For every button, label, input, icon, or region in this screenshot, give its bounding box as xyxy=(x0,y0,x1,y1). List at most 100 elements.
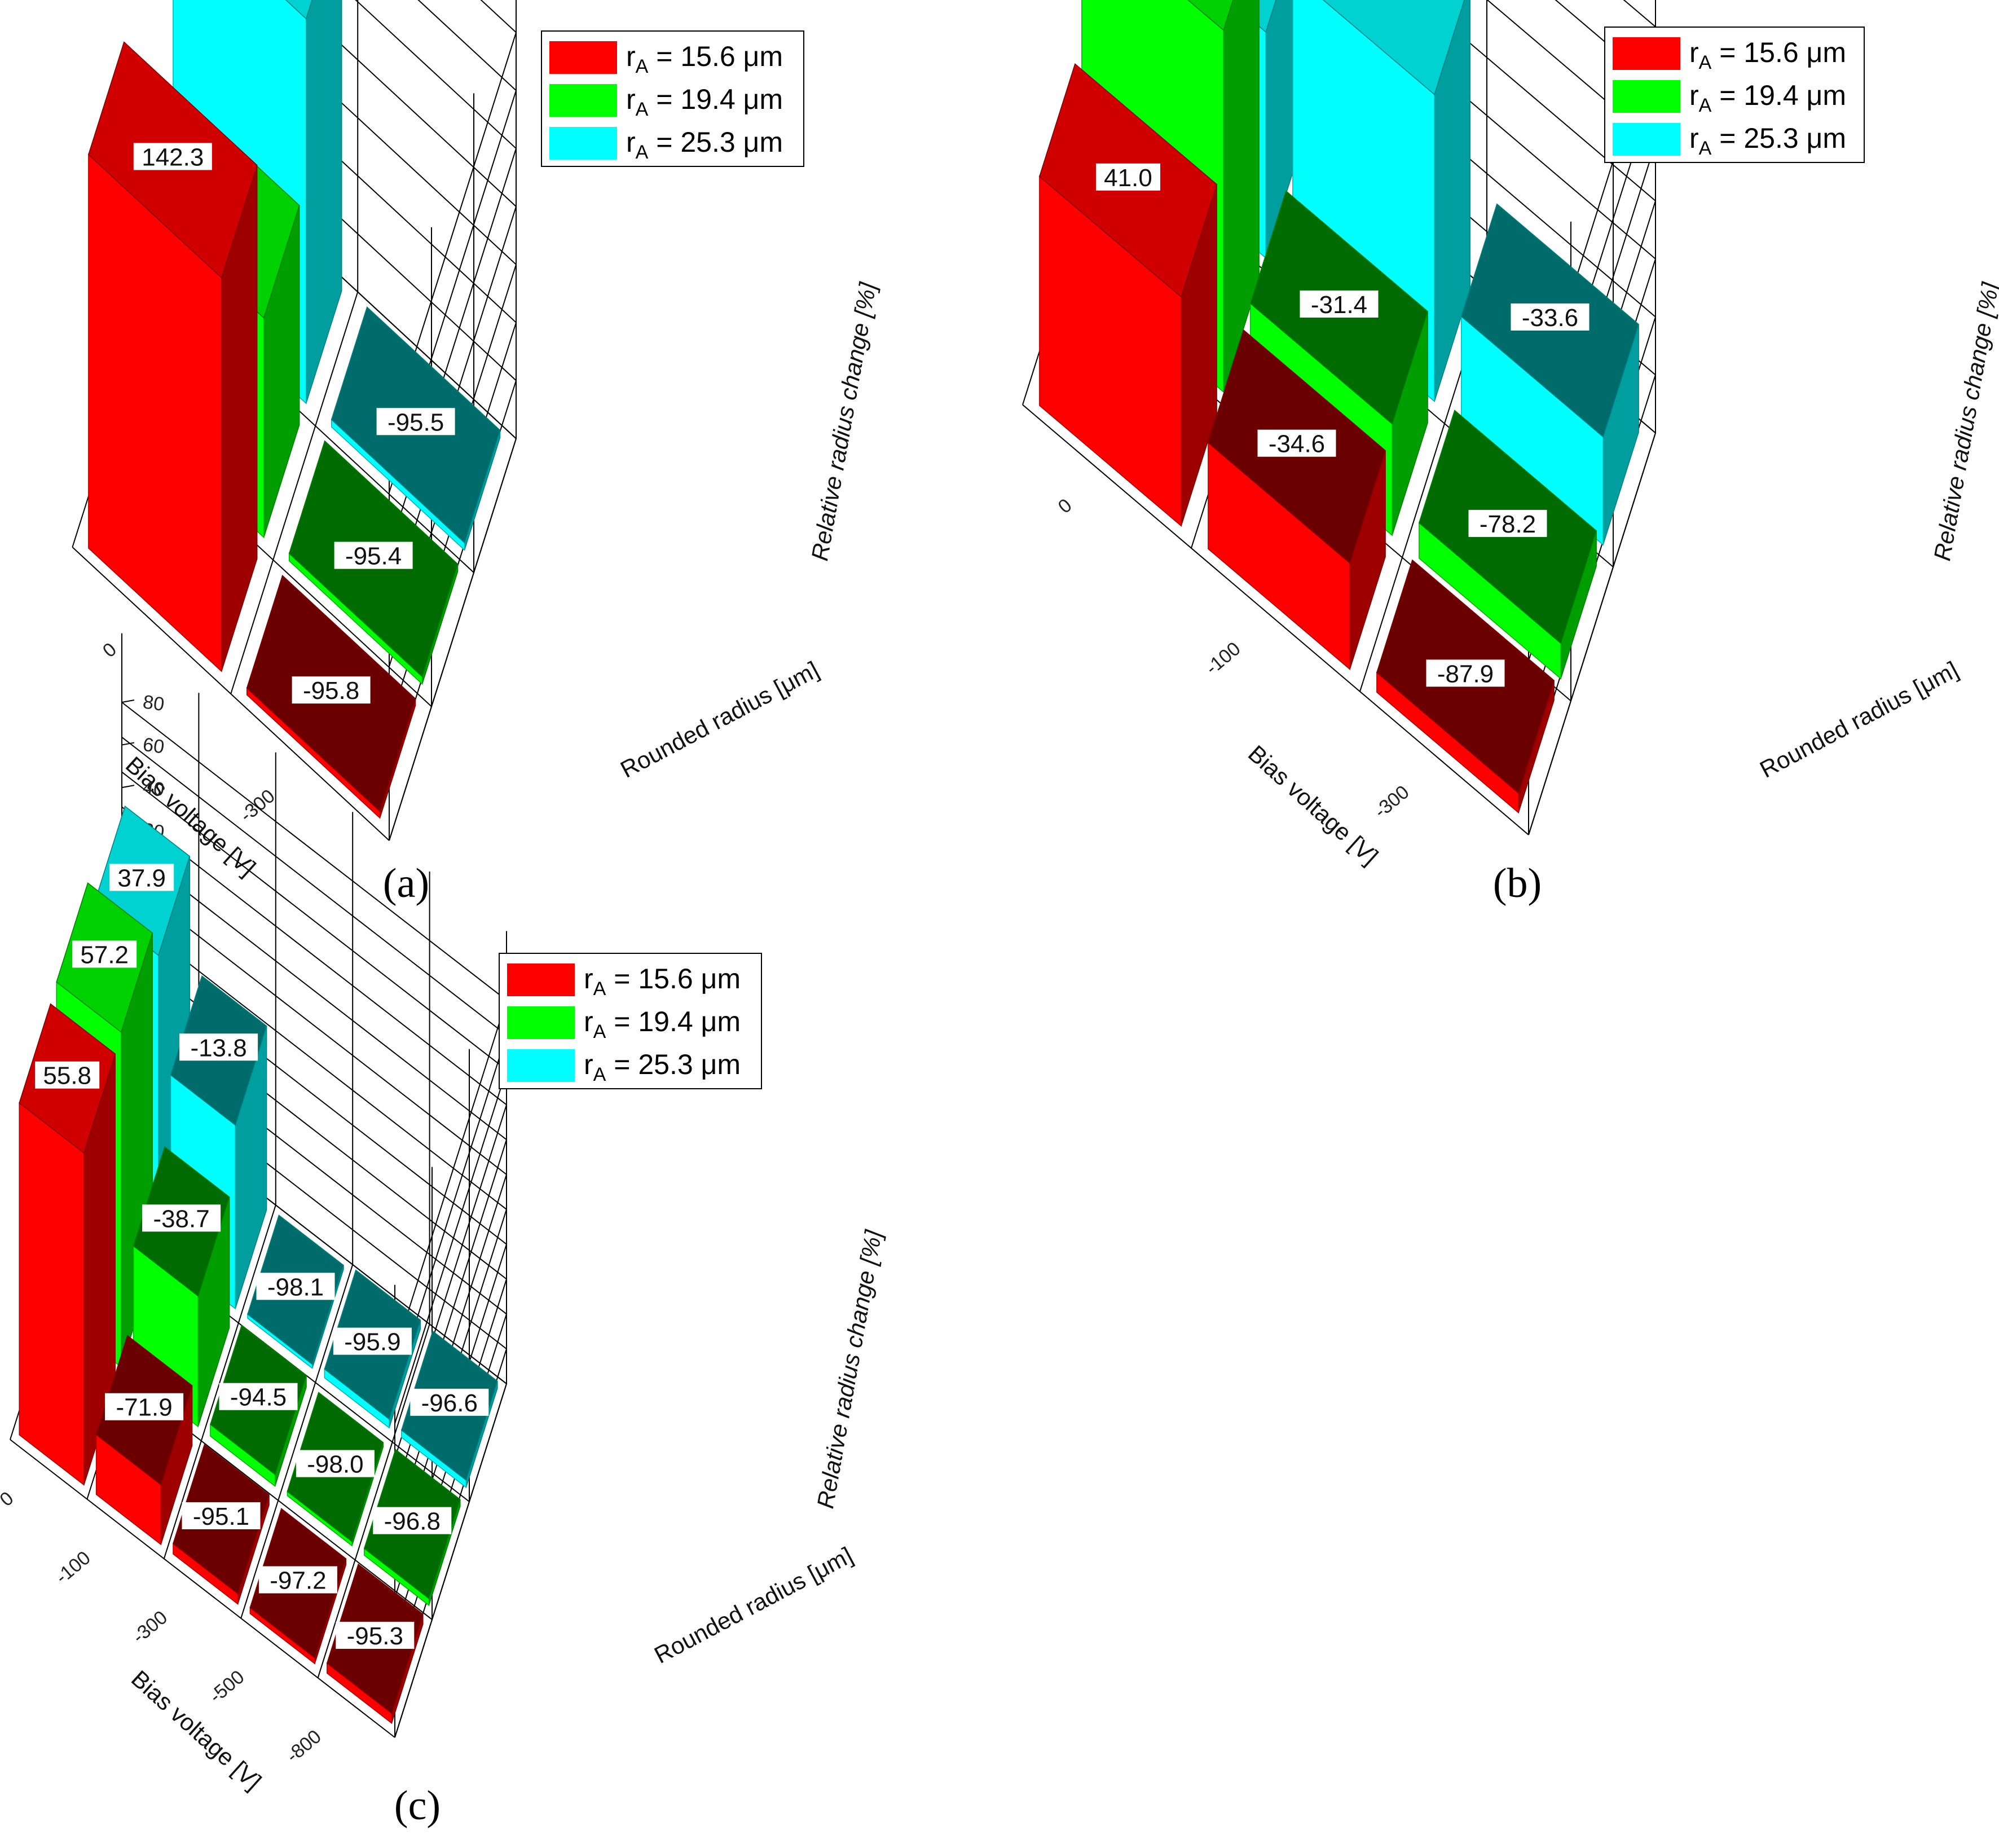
bar: -94.5 xyxy=(210,1325,307,1488)
data-label-bg xyxy=(72,940,137,968)
data-label-bg xyxy=(296,1450,375,1477)
data-label: 55.8 xyxy=(43,1062,91,1090)
bar: 41.0 xyxy=(1039,63,1217,527)
floor-line xyxy=(240,1264,354,1619)
data-label: -96.8 xyxy=(384,1508,441,1535)
legend-swatch xyxy=(1613,37,1680,70)
bar: -97.2 xyxy=(249,1508,347,1665)
bar: -34.6 xyxy=(1208,329,1386,671)
legend-label: rA = 19.4 μm xyxy=(1689,80,1846,116)
bar: -95.8 xyxy=(246,574,416,819)
data-label: -38.7 xyxy=(153,1205,209,1233)
bars: 39.1122.741.088.9-31.4-34.6-33.6-78.2-87… xyxy=(1039,0,1639,814)
floor-line xyxy=(317,1324,430,1678)
chart-panel-2: 150100500-50-1000-100-30015.619.425.3Bia… xyxy=(1022,0,1999,907)
legend-swatch xyxy=(549,84,617,117)
data-label-bg xyxy=(256,1273,335,1300)
bar-top xyxy=(285,0,312,20)
data-label-bg xyxy=(1426,659,1505,687)
bar-top xyxy=(1322,0,1465,95)
z-tick xyxy=(121,699,135,703)
data-label-bg xyxy=(410,1388,489,1416)
data-label: -96.6 xyxy=(421,1389,478,1417)
bar: -78.2 xyxy=(1419,410,1597,680)
data-label-bg xyxy=(376,408,455,435)
data-label: -13.8 xyxy=(190,1034,246,1062)
data-label: -33.6 xyxy=(1522,304,1578,332)
data-label: -31.4 xyxy=(1311,291,1367,319)
z-axis-title: Relative radius change [%] xyxy=(806,280,881,562)
floor-line xyxy=(163,1204,276,1559)
data-label: -95.5 xyxy=(388,408,444,436)
data-label: -95.8 xyxy=(303,677,359,705)
bar: -98.0 xyxy=(287,1392,384,1547)
data-label: -78.2 xyxy=(1480,511,1536,538)
data-label-bg xyxy=(373,1507,452,1534)
legend-label: rA = 19.4 μm xyxy=(584,1006,741,1042)
data-label: -95.3 xyxy=(347,1622,403,1650)
legend-swatch xyxy=(507,963,575,996)
x-tick-label: -300 xyxy=(1370,781,1414,822)
data-label-bg xyxy=(1300,290,1379,318)
bar: -33.6 xyxy=(1461,203,1639,546)
data-label-bg xyxy=(35,1061,100,1089)
z-tick-label: 40 xyxy=(142,776,166,800)
legend-swatch xyxy=(1613,123,1680,156)
bar: -95.1 xyxy=(173,1444,270,1605)
x-tick-label: -800 xyxy=(282,1726,325,1767)
data-label: 41.0 xyxy=(1104,164,1152,192)
x-tick-label: -300 xyxy=(129,1607,172,1648)
data-label-bg xyxy=(179,1033,258,1061)
data-label-bg xyxy=(333,1327,412,1355)
data-label-bg xyxy=(219,1383,298,1410)
data-label: -94.5 xyxy=(230,1384,287,1411)
bar: -96.6 xyxy=(400,1330,498,1489)
legend: rA = 15.6 μm rA = 19.4 μm rA = 25.3 μm xyxy=(499,953,762,1089)
chart-panel-1: 150100500-50-1000-30015.619.425.3Bias vo… xyxy=(72,0,881,907)
data-label: -95.1 xyxy=(193,1503,249,1530)
legend: rA = 15.6 μm rA = 19.4 μm rA = 25.3 μm xyxy=(1604,27,1865,163)
floor-line xyxy=(1022,404,1529,835)
bar: -95.5 xyxy=(331,306,501,551)
data-label-bg xyxy=(334,542,413,569)
y-axis-title: Rounded radius [μm] xyxy=(650,1542,857,1669)
data-label-bg xyxy=(1511,303,1589,331)
bar: -95.9 xyxy=(324,1269,421,1429)
y-axis-title: Rounded radius [μm] xyxy=(616,656,823,783)
legend-label: rA = 25.3 μm xyxy=(584,1049,741,1085)
data-label: -98.0 xyxy=(307,1451,363,1479)
floor-line xyxy=(394,1383,507,1738)
data-label: -98.1 xyxy=(267,1273,324,1301)
data-label: -95.4 xyxy=(345,543,402,570)
bar: 142.3 xyxy=(88,41,258,672)
floor-line xyxy=(389,438,517,841)
panel-caption: (a) xyxy=(383,860,429,907)
x-tick-label: -100 xyxy=(1201,638,1245,679)
panel-caption: (c) xyxy=(394,1783,441,1829)
data-label-bg xyxy=(1468,509,1547,537)
legend-swatch xyxy=(507,1049,575,1082)
legend-label: rA = 19.4 μm xyxy=(626,83,783,120)
z-axis-title: Relative radius change [%] xyxy=(812,1227,887,1510)
bar: -95.3 xyxy=(326,1563,424,1724)
legend-swatch xyxy=(1613,80,1680,113)
z-tick xyxy=(121,785,135,789)
data-label: 142.3 xyxy=(142,143,204,171)
z-tick xyxy=(121,742,135,746)
bar: 55.8 xyxy=(19,1003,116,1486)
x-tick-label: -300 xyxy=(236,785,279,826)
data-label: -87.9 xyxy=(1437,660,1494,688)
legend-swatch xyxy=(507,1006,575,1039)
y-axis-title: Rounded radius [μm] xyxy=(1755,656,1962,783)
x-tick-label: 0 xyxy=(0,1488,17,1511)
z-tick-label: 60 xyxy=(142,734,166,758)
x-axis-title: Bias voltage [V] xyxy=(1243,740,1383,870)
data-label: -95.9 xyxy=(344,1328,400,1356)
legend-label: rA = 25.3 μm xyxy=(1689,122,1846,159)
data-label-bg xyxy=(105,1393,184,1420)
data-label-bg xyxy=(142,1204,221,1232)
legend-label: rA = 15.6 μm xyxy=(584,963,741,1000)
data-label-bg xyxy=(258,1566,337,1594)
bar-face-left xyxy=(19,1102,85,1486)
bar: -95.4 xyxy=(288,440,459,685)
